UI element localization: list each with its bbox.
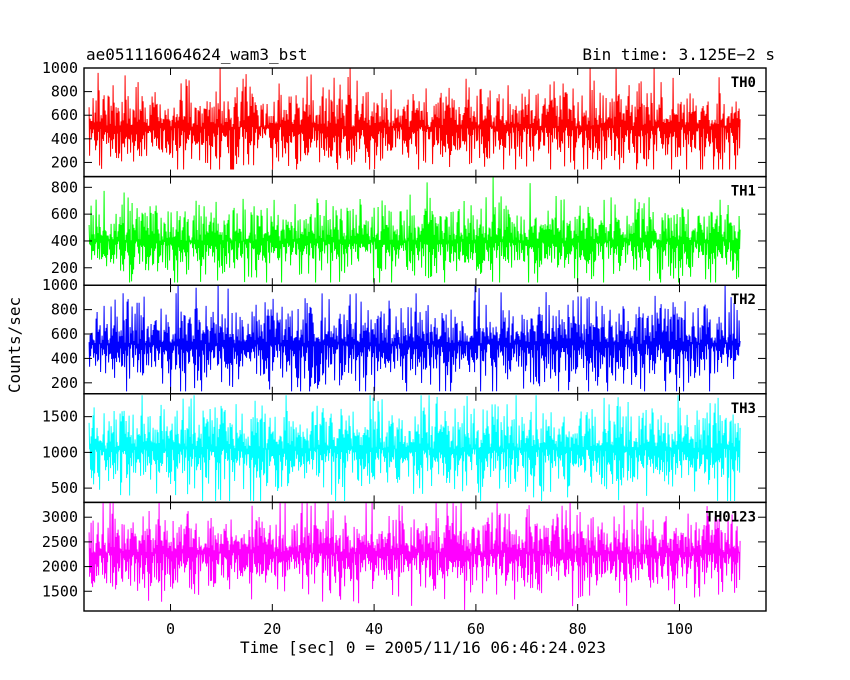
series-label-th0: TH0 — [731, 75, 756, 91]
y-tick-label: 400 — [51, 232, 78, 250]
panel-th1: 200 400 600 800 TH1 — [51, 175, 767, 286]
y-tick-label: 2500 — [42, 533, 78, 551]
y-tick-label: 600 — [51, 325, 78, 343]
y-tick-label: 800 — [51, 178, 78, 196]
y-tick-label: 1000 — [42, 59, 78, 77]
y-tick-label: 2000 — [42, 558, 78, 576]
y-tick-label: 200 — [51, 374, 78, 392]
x-tick-label: 100 — [666, 620, 693, 638]
y-tick-label: 1500 — [42, 582, 78, 600]
x-axis-label: Time [sec] 0 = 2005/11/16 06:46:24.023 — [240, 638, 606, 657]
panel-th2: 200 400 600 800 1000 TH2 — [42, 276, 767, 395]
chart-title-right: Bin time: 3.125E−2 s — [582, 45, 775, 64]
y-tick-label: 1000 — [42, 443, 78, 461]
y-tick-label: 400 — [51, 130, 78, 148]
panel-frame — [83, 501, 767, 612]
panel-th0123: 1500 2000 2500 3000 TH0123 — [42, 501, 767, 612]
series-line-th0123 — [88, 502, 741, 610]
series-label-th3: TH3 — [731, 401, 756, 417]
panel-th0: 200 400 600 800 1000 TH0 — [42, 59, 767, 178]
series-line-th3 — [88, 395, 741, 501]
y-tick-label: 400 — [51, 349, 78, 367]
panel-th3: 500 1000 1500 TH3 — [42, 393, 767, 504]
y-tick-label: 600 — [51, 106, 78, 124]
y-tick-label: 800 — [51, 301, 78, 319]
y-axis-label: Counts/sec — [5, 297, 24, 393]
x-tick-label: 60 — [467, 620, 485, 638]
series-line-th0 — [88, 67, 741, 170]
x-tick-label: 80 — [569, 620, 587, 638]
y-tick-label: 200 — [51, 153, 78, 171]
chart-title-left: ae051116064624_wam3_bst — [86, 45, 308, 64]
series-line-th2 — [88, 285, 741, 392]
series-line-th1 — [88, 176, 741, 283]
x-tick-label: 40 — [365, 620, 383, 638]
y-tick-label: 1000 — [42, 276, 78, 294]
y-tick-label: 500 — [51, 479, 78, 497]
y-tick-label: 600 — [51, 205, 78, 223]
x-tick-label: 0 — [166, 620, 175, 638]
series-label-th2: TH2 — [731, 292, 756, 308]
y-tick-label: 800 — [51, 83, 78, 101]
series-label-th0123: TH0123 — [705, 509, 756, 525]
y-tick-label: 1500 — [42, 408, 78, 426]
y-tick-label: 200 — [51, 259, 78, 277]
x-tick-label: 20 — [263, 620, 281, 638]
y-tick-label: 3000 — [42, 508, 78, 526]
series-label-th1: TH1 — [731, 184, 756, 200]
